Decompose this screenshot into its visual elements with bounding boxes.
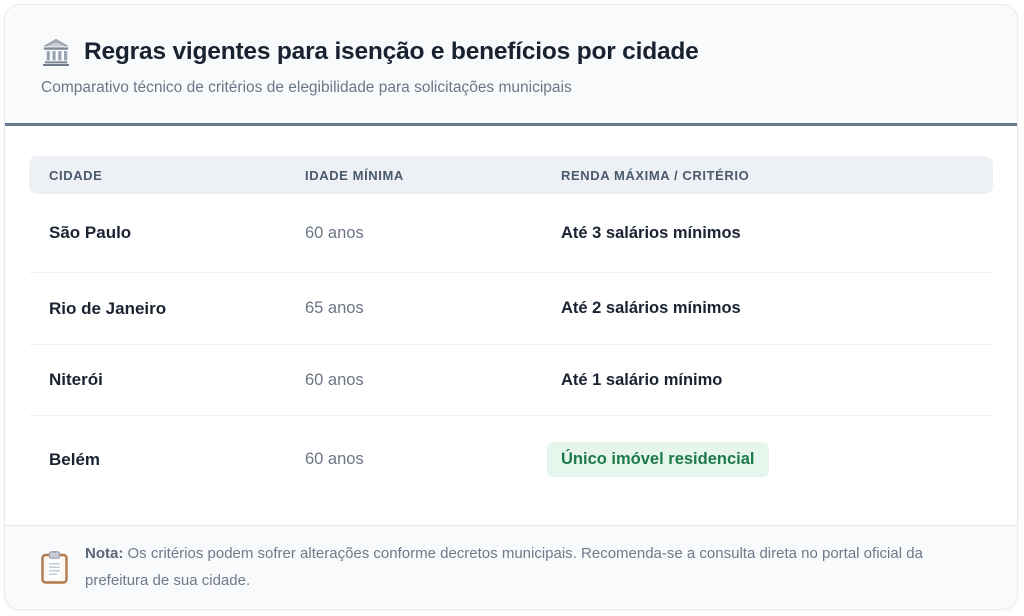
criterion-cell: Até 3 salários mínimos	[561, 223, 741, 242]
criterion-cell: Até 2 salários mínimos	[561, 299, 741, 317]
column-header-cidade: CIDADE	[49, 167, 103, 183]
city-cell: Niterói	[49, 370, 103, 389]
city-cell: Belém	[49, 449, 101, 469]
note-label: Nota:	[85, 545, 124, 563]
city-cell: São Paulo	[49, 223, 132, 242]
min-age-cell: 60 anos	[305, 223, 364, 242]
column-header-renda-criterio: RENDA MÁXIMA / CRITÉRIO	[561, 167, 750, 183]
page-subtitle: Comparativo técnico de critérios de eleg…	[41, 79, 572, 96]
column-header-idade-minima: IDADE MÍNIMA	[305, 167, 404, 183]
note-text: Nota: Os critérios podem sofrer alteraçõ…	[85, 541, 975, 594]
table-row: Belém 60 anos Único imóvel residencial	[29, 416, 993, 519]
min-age-cell: 65 anos	[305, 299, 364, 317]
min-age-cell: 60 anos	[305, 450, 364, 468]
clipboard-icon	[41, 551, 68, 584]
criterion-cell: Até 1 salário mínimo	[561, 370, 723, 389]
city-cell: Rio de Janeiro	[49, 298, 167, 318]
note-footer: Nota: Os critérios podem sofrer alteraçõ…	[5, 525, 1017, 609]
table-row: Niterói 60 anos Até 1 salário mínimo	[29, 345, 993, 416]
bank-icon	[42, 38, 70, 66]
table-row: Rio de Janeiro 65 anos Até 2 salários mí…	[29, 273, 993, 345]
title-row: Regras vigentes para isenção e benefício…	[41, 37, 981, 67]
card-header: Regras vigentes para isenção e benefício…	[5, 5, 1017, 126]
min-age-cell: 60 anos	[305, 370, 364, 389]
criterion-highlight-badge: Único imóvel residencial	[547, 442, 769, 477]
table-row: São Paulo 60 anos Até 3 salários mínimos	[29, 194, 993, 273]
rules-table: CIDADE IDADE MÍNIMA RENDA MÁXIMA / CRITÉ…	[5, 126, 1017, 525]
note-body: Os critérios podem sofrer alterações con…	[85, 545, 923, 589]
page-title: Regras vigentes para isenção e benefício…	[84, 38, 699, 65]
rules-card: Regras vigentes para isenção e benefício…	[4, 4, 1018, 610]
table-header-row: CIDADE IDADE MÍNIMA RENDA MÁXIMA / CRITÉ…	[29, 156, 993, 194]
